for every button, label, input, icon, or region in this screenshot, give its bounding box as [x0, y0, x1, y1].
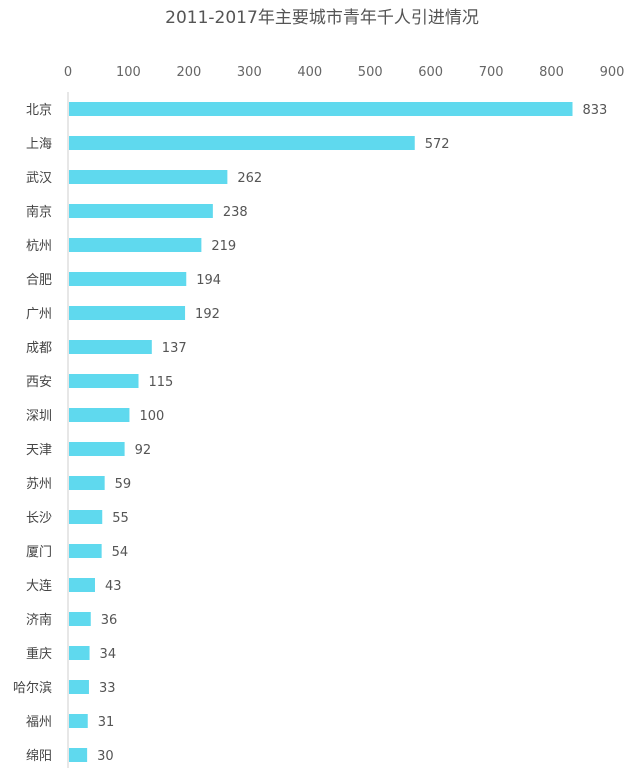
bar: [69, 748, 88, 762]
x-tick-label: 700: [479, 65, 504, 80]
value-label: 34: [100, 647, 117, 662]
category-label: 重庆: [26, 646, 52, 662]
bar: [69, 612, 91, 626]
bar: [69, 544, 102, 558]
category-label: 绵阳: [26, 749, 52, 764]
x-tick-label: 600: [418, 65, 443, 80]
category-label: 深圳: [26, 409, 52, 424]
value-label: 137: [162, 341, 187, 356]
bar: [69, 374, 139, 388]
value-label: 59: [115, 477, 132, 492]
bar: [69, 714, 88, 728]
value-label: 30: [97, 749, 114, 764]
category-label: 南京: [26, 204, 52, 220]
category-label: 武汉: [26, 171, 52, 186]
value-label: 31: [98, 715, 115, 730]
value-label: 833: [583, 103, 608, 118]
value-label: 92: [135, 443, 152, 458]
bar: [69, 136, 415, 150]
category-label: 天津: [26, 443, 52, 458]
category-label: 厦门: [26, 545, 52, 560]
value-label: 33: [99, 681, 116, 696]
bar: [69, 204, 213, 218]
category-label: 长沙: [26, 511, 52, 526]
category-label: 苏州: [26, 476, 52, 492]
value-label: 238: [223, 205, 248, 220]
value-label: 194: [196, 273, 221, 288]
value-label: 219: [211, 239, 236, 254]
bars: [69, 102, 573, 762]
x-tick-label: 500: [358, 65, 383, 80]
category-labels: 北京上海武汉南京杭州合肥广州成都西安深圳天津苏州长沙厦门大连济南重庆哈尔滨福州绵…: [13, 103, 52, 764]
category-label: 北京: [26, 103, 52, 118]
category-label: 上海: [26, 137, 52, 152]
category-label: 杭州: [26, 239, 52, 254]
value-label: 43: [105, 579, 122, 594]
x-axis-ticks: 0 100 200 300 400 500 600 700 800 900: [64, 65, 625, 80]
bar: [69, 476, 105, 490]
category-label: 成都: [26, 341, 52, 356]
x-tick-label: 400: [297, 65, 322, 80]
value-label: 100: [139, 409, 164, 424]
x-tick-label: 100: [116, 65, 141, 80]
category-label: 西安: [26, 375, 52, 390]
value-label: 55: [112, 511, 129, 526]
bar: [69, 272, 187, 286]
value-label: 54: [112, 545, 129, 560]
bar: [69, 510, 103, 524]
category-label: 大连: [26, 578, 52, 594]
value-labels: 833 572 262 238 219 194 192 137 115 100 92 59 55 54 43…: [97, 103, 607, 764]
bar: [69, 646, 90, 660]
value-label: 36: [101, 613, 118, 628]
bar: [69, 680, 89, 694]
x-tick-label: 900: [600, 65, 625, 80]
category-label: 哈尔滨: [13, 680, 52, 696]
bar: [69, 340, 152, 354]
x-tick-label: 800: [539, 65, 564, 80]
bar: [69, 170, 228, 184]
value-label: 115: [149, 375, 174, 390]
bar: [69, 408, 130, 422]
bar: [69, 102, 573, 116]
chart-title: 2011-2017年主要城市青年千人引进情况: [165, 8, 479, 28]
category-label: 合肥: [26, 273, 52, 288]
x-tick-label: 0: [64, 65, 72, 80]
category-label: 福州: [26, 715, 52, 730]
x-tick-label: 300: [237, 65, 262, 80]
x-tick-label: 200: [176, 65, 201, 80]
value-label: 572: [425, 137, 450, 152]
bar: [69, 442, 125, 456]
bar: [69, 238, 202, 252]
value-label: 262: [237, 171, 262, 186]
category-label: 广州: [26, 307, 52, 322]
bar: [69, 306, 186, 320]
value-label: 192: [195, 307, 220, 322]
category-label: 济南: [26, 612, 52, 628]
bar: [69, 578, 95, 592]
